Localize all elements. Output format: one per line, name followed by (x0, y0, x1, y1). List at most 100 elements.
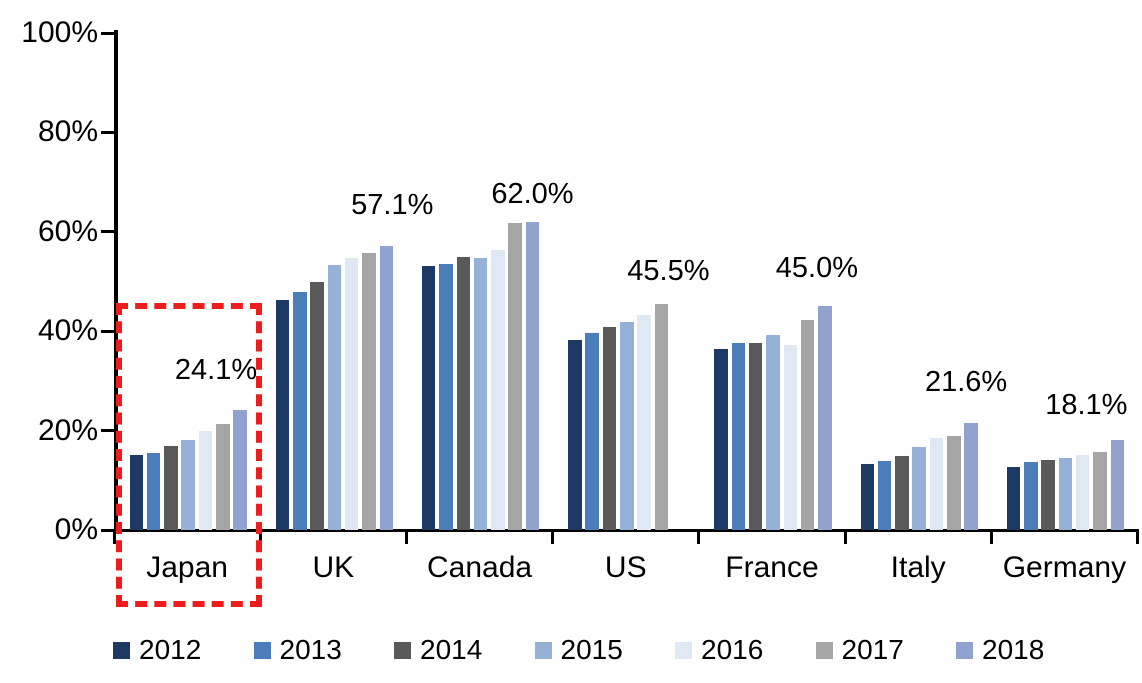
bar-France-2017 (800, 319, 815, 530)
data-label-Germany: 18.1% (1045, 389, 1128, 422)
bar-Italy-2016 (929, 437, 944, 530)
y-axis-tick-label: 100% (21, 16, 98, 49)
category-label-Canada: Canada (426, 551, 533, 584)
category-label-Italy: Italy (890, 551, 946, 584)
bar-Canada-2015 (473, 258, 488, 530)
bar-Italy-2017 (947, 436, 961, 530)
legend-entry-2015: 2015 (534, 634, 623, 665)
data-label-Italy: 21.6% (924, 365, 1008, 398)
x-axis-tick (551, 531, 555, 544)
bar-US-2013 (585, 332, 599, 530)
data-label-Canada: 62.0% (491, 177, 574, 210)
y-axis-tick-label: 40% (37, 314, 98, 348)
legend-label-2018: 2018 (982, 634, 1045, 665)
data-label-UK: 57.1% (351, 189, 434, 222)
bar-UK-2012 (275, 300, 290, 530)
x-axis-tick (989, 531, 993, 544)
bar-France-2015 (766, 334, 780, 530)
bar-Canada-2012 (421, 266, 436, 530)
legend-swatch-2018 (956, 641, 973, 659)
bar-Japan-2017 (216, 424, 230, 530)
bar-Italy-2012 (860, 463, 875, 530)
y-axis-tick (101, 130, 114, 134)
bar-UK-2015 (327, 265, 342, 530)
legend-label-2015: 2015 (560, 634, 623, 665)
legend-label-2017: 2017 (841, 634, 904, 665)
x-axis-tick (1136, 531, 1139, 544)
legend-swatch-2014 (394, 641, 411, 659)
bar-Italy-2015 (912, 447, 926, 530)
x-axis-tick (697, 531, 701, 544)
data-label-Japan: 24.1% (174, 354, 258, 387)
bar-UK-2016 (344, 258, 359, 530)
y-axis-tick (101, 429, 114, 433)
y-axis-tick-label: 0% (54, 513, 98, 546)
legend-label-2016: 2016 (701, 634, 764, 665)
legend-swatch-2013 (253, 641, 271, 659)
category-label-US: US (604, 551, 647, 584)
x-axis-tick (258, 531, 262, 544)
y-axis-tick (101, 31, 114, 35)
bar-France-2018 (818, 306, 832, 530)
y-axis-tick-label: 20% (37, 413, 98, 447)
y-axis-line (114, 30, 118, 531)
bar-France-2012 (714, 348, 728, 530)
y-axis-tick (101, 329, 114, 333)
bar-UK-2017 (362, 253, 376, 530)
legend-entry-2018: 2018 (956, 634, 1045, 665)
bar-France-2016 (783, 344, 798, 530)
legend-entry-2016: 2016 (675, 634, 764, 665)
bar-Japan-2018 (233, 410, 247, 530)
legend-entry-2017: 2017 (815, 634, 904, 665)
bar-Canada-2013 (439, 264, 453, 530)
x-axis-line (112, 528, 1139, 532)
bar-US-2015 (620, 322, 634, 530)
legend-entry-2014: 2014 (394, 634, 483, 665)
bar-Japan-2016 (198, 430, 213, 530)
bar-Italy-2018 (964, 422, 978, 530)
bar-UK-2018 (379, 246, 393, 530)
bar-Germany-2015 (1058, 458, 1073, 530)
bar-Germany-2018 (1110, 440, 1125, 530)
bar-Japan-2013 (146, 453, 161, 530)
bar-Canada-2014 (456, 257, 471, 530)
y-axis-tick (101, 528, 114, 532)
data-label-US: 45.5% (627, 254, 710, 287)
legend-label-2013: 2013 (279, 634, 342, 665)
y-axis-tick-label: 80% (37, 115, 98, 149)
bar-Japan-2012 (129, 454, 143, 530)
x-axis-tick (404, 531, 408, 544)
bar-UK-2013 (293, 292, 307, 530)
bar-US-2016 (637, 314, 651, 530)
bar-Italy-2014 (895, 455, 909, 530)
bar-Japan-2015 (181, 439, 195, 530)
x-axis-tick (112, 531, 116, 544)
legend-label-2014: 2014 (420, 634, 483, 665)
bar-France-2013 (731, 343, 746, 530)
y-axis-tick-label: 60% (37, 214, 98, 248)
legend-entry-2012: 2012 (113, 634, 202, 665)
legend-label-2012: 2012 (139, 634, 202, 665)
legend-swatch-2016 (675, 641, 692, 659)
bar-US-2017 (654, 303, 669, 530)
legend-entry-2013: 2013 (253, 634, 342, 665)
bar-UK-2014 (310, 281, 324, 530)
bar-Germany-2017 (1093, 452, 1107, 530)
bar-France-2014 (748, 343, 763, 530)
bar-Germany-2012 (1006, 467, 1021, 530)
category-label-Japan: Japan (146, 551, 228, 584)
bar-Germany-2013 (1024, 462, 1038, 530)
bar-Japan-2014 (164, 446, 178, 530)
category-label-Germany: Germany (1002, 551, 1127, 584)
category-label-France: France (725, 551, 819, 584)
bar-Italy-2013 (877, 460, 892, 530)
legend-swatch-2015 (534, 641, 552, 659)
data-label-France: 45.0% (775, 252, 859, 285)
bar-Germany-2016 (1075, 455, 1090, 530)
bar-US-2014 (602, 327, 617, 530)
x-axis-tick (843, 531, 847, 544)
bar-Germany-2014 (1041, 460, 1055, 530)
legend-swatch-2012 (113, 641, 130, 659)
